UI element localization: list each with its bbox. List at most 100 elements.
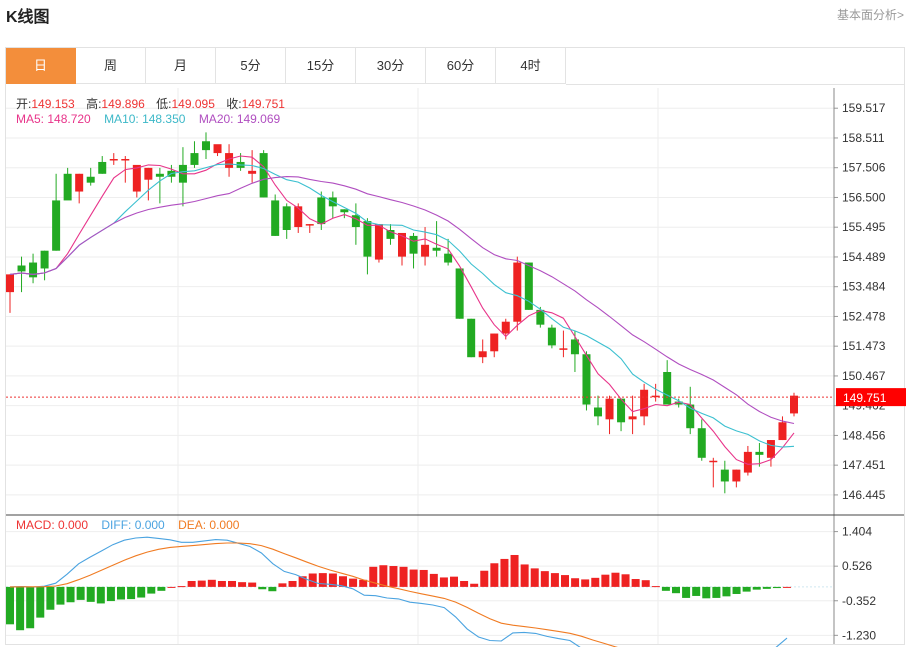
macd-bar [732, 586, 741, 594]
macd-bar [238, 582, 247, 587]
candle-body [444, 253, 453, 263]
ohlc-readout: 开:149.153 高:149.896 低:149.095 收:149.751 [16, 95, 293, 112]
tab-4hour[interactable]: 4时 [496, 48, 566, 84]
candle-body [363, 221, 372, 257]
macd-bar [308, 573, 317, 587]
macd-bar [460, 580, 469, 587]
candle-body [421, 244, 430, 257]
price-tick-label: 148.456 [842, 428, 886, 442]
macd-bar [722, 586, 731, 597]
candle-body [478, 351, 487, 358]
macd-bar [742, 586, 751, 592]
macd-bar [318, 573, 327, 587]
macd-bar [480, 570, 489, 587]
macd-bar [450, 576, 458, 587]
macd-bar [379, 565, 388, 587]
candle-body [75, 173, 84, 192]
candle-body [225, 153, 234, 168]
macd-bar [399, 566, 408, 587]
macd-bar [672, 586, 680, 594]
price-tick-label: 147.451 [842, 458, 886, 472]
candle-body [720, 469, 729, 482]
candle-body [467, 318, 476, 358]
candle-body [617, 398, 626, 423]
macd-bar [339, 576, 347, 587]
tab-month[interactable]: 月 [146, 48, 216, 84]
macd-bar [137, 586, 146, 598]
candle-body [398, 232, 406, 257]
price-tick-label: 154.489 [842, 250, 886, 264]
macd-legend-macd: MACD: 0.000 [16, 518, 89, 532]
open-value: 149.153 [31, 97, 75, 111]
candle-body [547, 327, 556, 346]
macd-bar [429, 573, 438, 587]
tab-week[interactable]: 周 [76, 48, 146, 84]
price-tick-label: 155.495 [842, 220, 886, 234]
macd-bar [117, 586, 125, 600]
candle-body [144, 167, 153, 180]
macd-bar [177, 586, 186, 588]
price-tick-label: 153.484 [842, 280, 886, 294]
candle-body [190, 153, 199, 165]
macd-bar [651, 586, 660, 588]
candle-body [259, 153, 268, 198]
macd-bar [510, 554, 519, 587]
macd-bar [16, 586, 25, 631]
price-tick-label: 158.511 [842, 131, 885, 145]
candle-body [790, 395, 798, 414]
candle-body [490, 333, 499, 352]
tab-15min[interactable]: 15分 [286, 48, 356, 84]
fundamental-analysis-link[interactable]: 基本面分析> [836, 8, 904, 22]
macd-bar [530, 568, 539, 587]
macd-bar [46, 586, 55, 610]
macd-bar [36, 586, 45, 618]
last-price-label: 149.751 [843, 391, 887, 405]
candle-body [536, 309, 545, 325]
price-tick-label: 152.478 [842, 309, 886, 323]
candle-body [132, 164, 141, 192]
candle-body [640, 389, 649, 417]
macd-bar [76, 586, 85, 600]
macd-bar [268, 586, 277, 592]
macd-tick-label: 1.404 [842, 525, 872, 539]
candle-body [155, 173, 164, 177]
open-label: 开: [16, 97, 32, 111]
candle-body [743, 451, 752, 473]
macd-tick-label: -1.230 [842, 628, 876, 642]
macd-bar [197, 580, 206, 587]
candle-body [282, 206, 291, 230]
macd-bar [682, 586, 691, 598]
macd-legend-dea: DEA: 0.000 [178, 518, 240, 532]
macd-bar [349, 578, 358, 587]
macd-bar [520, 564, 529, 587]
candle-body [432, 247, 441, 251]
macd-bar [762, 586, 771, 589]
candle-body [778, 422, 787, 441]
macd-bar [248, 582, 257, 587]
tab-day[interactable]: 日 [6, 48, 76, 84]
period-tabs: 日 周 月 5分 15分 30分 60分 4时 [6, 48, 566, 85]
macd-bar [439, 577, 448, 587]
candle-body [374, 224, 383, 260]
high-label: 高: [86, 97, 102, 111]
macd-legend: MACD: 0.000 DIFF: 0.000 DEA: 0.000 [16, 518, 249, 532]
ma-legend: MA5: 148.720 MA10: 148.350 MA20: 149.069 [16, 112, 290, 126]
macd-bar [288, 580, 297, 587]
macd-bar [500, 558, 509, 587]
tab-30min[interactable]: 30分 [356, 48, 426, 84]
candle-body [294, 206, 303, 228]
tab-5min[interactable]: 5分 [216, 48, 286, 84]
macd-bar [550, 573, 559, 587]
candle-body [594, 407, 602, 417]
candle-body [6, 274, 14, 293]
macd-bar [207, 579, 216, 587]
tab-60min[interactable]: 60分 [426, 48, 496, 84]
macd-bar [561, 575, 569, 587]
macd-bar [147, 586, 156, 594]
macd-bar [56, 586, 65, 605]
candle-body [17, 265, 26, 272]
candle-body [674, 401, 683, 405]
candle-body [766, 440, 775, 458]
macd-bar [278, 583, 287, 587]
